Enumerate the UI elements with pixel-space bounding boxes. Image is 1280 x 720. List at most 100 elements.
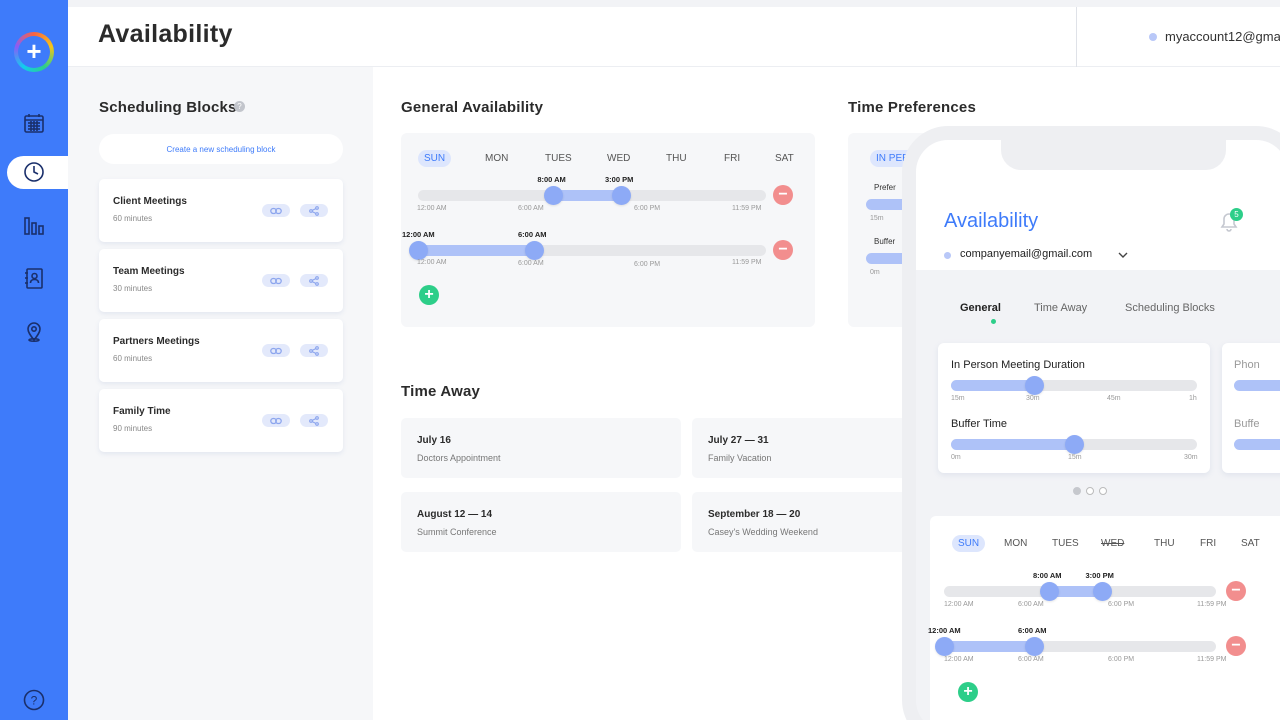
account-email[interactable]: myaccount12@gmail.com xyxy=(1165,29,1280,44)
scheduling-block-card[interactable]: Team Meetings 30 minutes xyxy=(99,249,343,312)
link-icon xyxy=(270,277,282,284)
range-end-label: 6:00 AM xyxy=(1018,626,1047,635)
help-icon[interactable]: ? xyxy=(22,688,46,712)
range-start-knob[interactable] xyxy=(544,186,564,205)
time-away-card[interactable]: August 12 — 14 Summit Conference xyxy=(401,492,681,552)
time-tick: 11:59 PM xyxy=(732,259,762,266)
day-tab-wed[interactable]: WED xyxy=(1101,538,1125,549)
scheduling-block-card[interactable]: Client Meetings 60 minutes xyxy=(99,179,343,242)
header: Availability myaccount12@gmail.com xyxy=(68,0,1280,67)
day-tab-sun[interactable]: SUN xyxy=(418,150,452,167)
day-tab-sun[interactable]: SUN xyxy=(952,535,986,552)
block-duration: 30 minutes xyxy=(113,284,153,293)
range-start-label: 12:00 AM xyxy=(402,230,435,239)
buffer-label: Buffer xyxy=(874,237,896,246)
day-tab-sat[interactable]: SAT xyxy=(775,153,794,164)
day-tab-tues[interactable]: TUES xyxy=(1052,538,1079,549)
phone-mockup: Availability 5 companyemail@gmail.com Ge… xyxy=(902,126,1280,720)
chevron-down-icon[interactable] xyxy=(1116,248,1130,262)
scheduling-blocks-panel: Scheduling Blocks ? Create a new schedul… xyxy=(68,67,373,720)
share-button[interactable] xyxy=(300,414,328,427)
carousel-dot[interactable] xyxy=(1086,487,1094,495)
pref-tick: 15m xyxy=(870,215,884,222)
range-start-knob[interactable] xyxy=(409,241,428,260)
share-button[interactable] xyxy=(300,204,328,217)
copy-link-button[interactable] xyxy=(262,274,290,287)
phone-tab-time-away[interactable]: Time Away xyxy=(1034,302,1088,314)
day-tab-wed[interactable]: WED xyxy=(607,153,631,164)
notification-badge: 5 xyxy=(1230,208,1243,221)
remove-range-button[interactable]: − xyxy=(773,240,793,260)
bar-chart-icon[interactable] xyxy=(22,213,46,237)
range-end-knob[interactable] xyxy=(1025,637,1044,656)
range-end-label: 3:00 PM xyxy=(605,175,634,184)
buffer-time-knob[interactable] xyxy=(1065,435,1084,454)
copy-link-button[interactable] xyxy=(262,344,290,357)
bell-icon[interactable]: 5 xyxy=(1216,208,1243,234)
duration-tick: 45m xyxy=(1107,395,1121,402)
scheduling-block-card[interactable]: Family Time 90 minutes xyxy=(99,389,343,452)
remove-range-button[interactable]: − xyxy=(1226,636,1246,656)
range-start-label: 12:00 AM xyxy=(928,626,961,635)
range-end-knob[interactable] xyxy=(612,186,631,205)
time-away-date: August 12 — 14 xyxy=(417,509,493,520)
time-away-card[interactable]: July 16 Doctors Appointment xyxy=(401,418,681,478)
buffer-tick: 0m xyxy=(870,269,880,276)
phone-tab-scheduling-blocks[interactable]: Scheduling Blocks xyxy=(1125,302,1215,314)
link-icon xyxy=(270,417,282,424)
day-tab-fri[interactable]: FRI xyxy=(1200,538,1217,549)
time-tick: 12:00 AM xyxy=(417,205,447,212)
share-icon xyxy=(309,205,319,216)
range-start-knob[interactable] xyxy=(935,637,954,656)
range-end-knob[interactable] xyxy=(1092,582,1112,601)
share-icon xyxy=(309,415,319,426)
duration-slider[interactable] xyxy=(951,380,1197,391)
time-tick: 11:59 PM xyxy=(732,205,762,212)
info-icon[interactable]: ? xyxy=(234,101,245,112)
pref-slider[interactable] xyxy=(866,199,926,210)
day-tab-thu[interactable]: THU xyxy=(1154,538,1175,549)
duration-slider-knob[interactable] xyxy=(1025,376,1044,395)
day-tab-fri[interactable]: FRI xyxy=(724,153,741,164)
carousel-dot[interactable] xyxy=(1099,487,1107,495)
share-button[interactable] xyxy=(300,274,328,287)
link-icon xyxy=(270,347,282,354)
duration-tick: 15m xyxy=(951,395,965,402)
block-duration: 90 minutes xyxy=(113,424,153,433)
share-button[interactable] xyxy=(300,344,328,357)
availability-range-fill xyxy=(553,190,621,201)
phone-account-email[interactable]: companyemail@gmail.com xyxy=(960,248,1093,260)
copy-link-button[interactable] xyxy=(262,204,290,217)
duration-label: In Person Meeting Duration xyxy=(951,359,1085,371)
phone-tab-general[interactable]: General xyxy=(960,302,1001,314)
day-tab-mon[interactable]: MON xyxy=(485,153,509,164)
availability-track[interactable] xyxy=(418,245,766,256)
remove-range-button[interactable]: − xyxy=(773,185,793,205)
calendar-icon[interactable] xyxy=(22,111,46,135)
phone-add-range-button[interactable]: + xyxy=(958,682,978,702)
contacts-icon[interactable] xyxy=(22,266,46,290)
remove-range-button[interactable]: − xyxy=(1226,581,1246,601)
range-end-knob[interactable] xyxy=(525,241,544,260)
peek-slider[interactable] xyxy=(1234,439,1280,450)
create-scheduling-block-button[interactable]: Create a new scheduling block xyxy=(99,134,343,164)
time-tick: 12:00 AM xyxy=(417,259,447,266)
day-tab-sat[interactable]: SAT xyxy=(1241,538,1260,549)
peek-slider[interactable] xyxy=(1234,380,1280,391)
clock-icon[interactable] xyxy=(22,160,46,184)
range-start-knob[interactable] xyxy=(1040,582,1059,601)
buffer-tick: 15m xyxy=(1068,454,1082,461)
day-tab-tues[interactable]: TUES xyxy=(545,153,572,164)
scheduling-block-card[interactable]: Partners Meetings 60 minutes xyxy=(99,319,343,382)
location-pin-icon[interactable] xyxy=(22,319,46,343)
buffer-slider[interactable] xyxy=(866,253,926,264)
add-range-button[interactable]: + xyxy=(419,285,439,305)
plus-logo-icon[interactable]: + xyxy=(14,32,54,72)
day-tab-mon[interactable]: MON xyxy=(1004,538,1028,549)
copy-link-button[interactable] xyxy=(262,414,290,427)
availability-track[interactable] xyxy=(944,641,1216,652)
header-divider xyxy=(1076,7,1077,67)
carousel-dot-active[interactable] xyxy=(1073,487,1081,495)
pref-label: Prefer xyxy=(874,183,896,192)
day-tab-thu[interactable]: THU xyxy=(666,153,687,164)
